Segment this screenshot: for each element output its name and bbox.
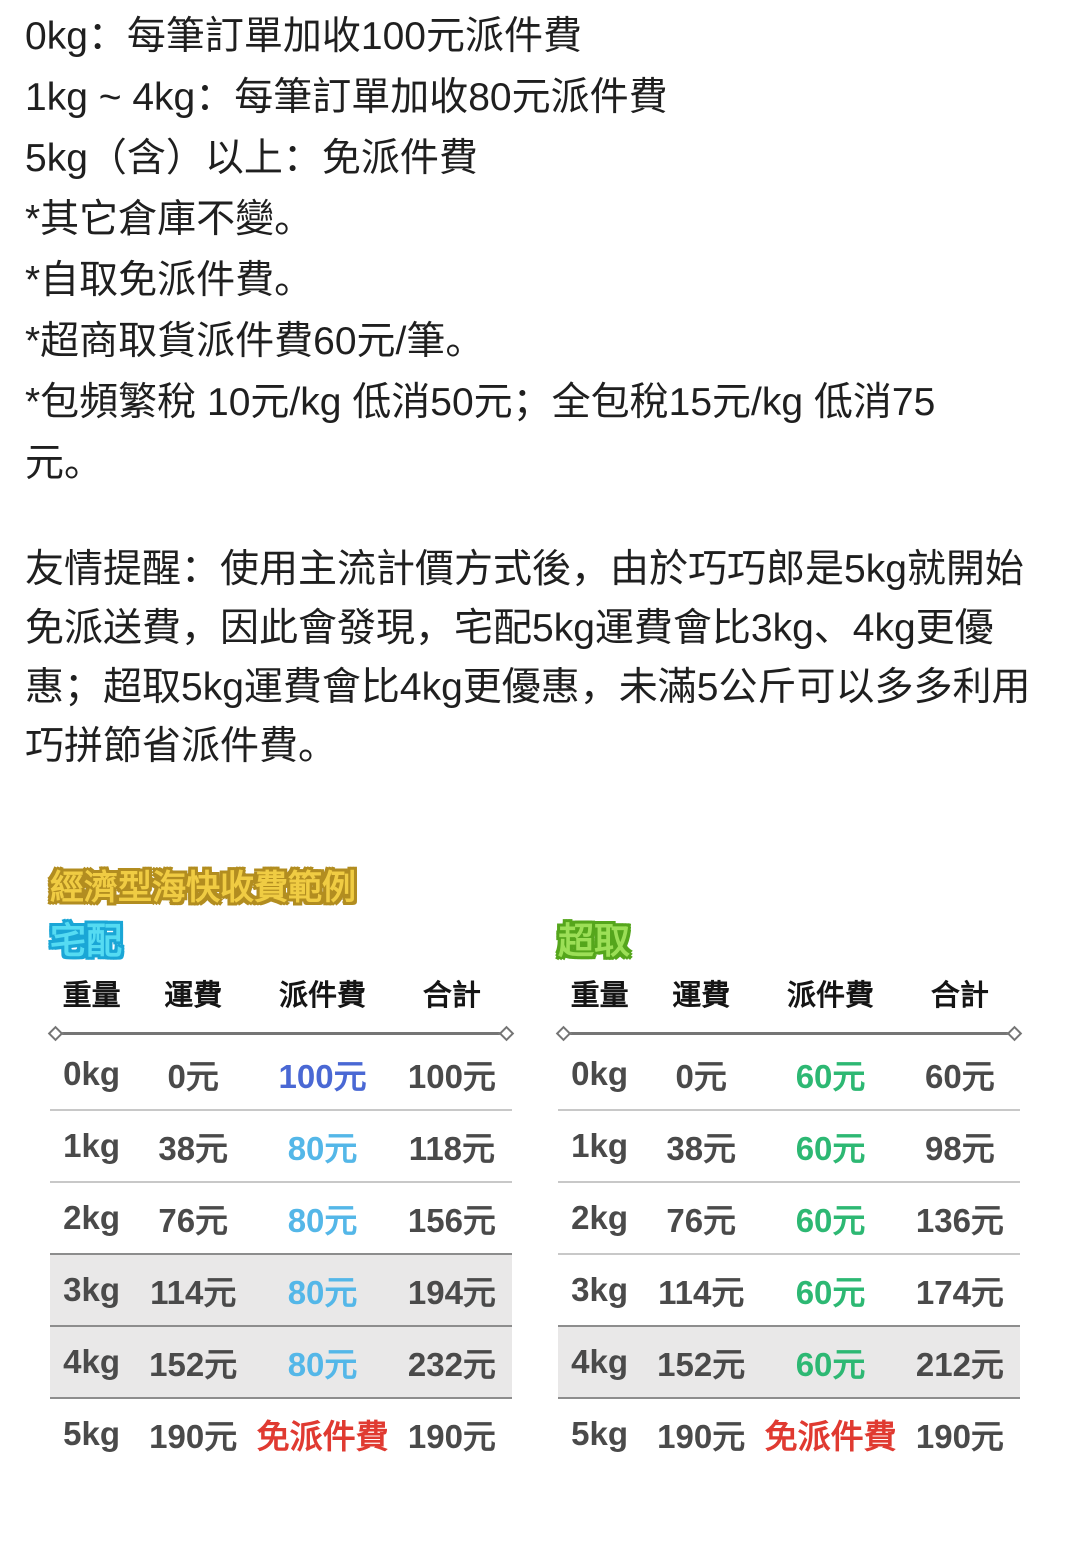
cell-weight: 3kg: [571, 1271, 629, 1308]
store-pickup-table: 超取 重量 運費 派件費 合計 0kg 0元 60元 60元 1kg 38元 6…: [555, 919, 1023, 1469]
cell-delivery-fee: 60元: [795, 1130, 866, 1167]
cell-weight: 1kg: [571, 1127, 629, 1164]
column-header-total: 合計: [422, 980, 481, 1012]
table-row: 0kg 0元 100元 100元: [50, 1039, 512, 1109]
note-line: 1kg ~ 4kg：每筆訂單加收80元派件費: [25, 76, 668, 119]
table-row-highlighted: 4kg 152元 60元 212元: [558, 1325, 1020, 1397]
table-row: 3kg 114元 60元 174元: [558, 1253, 1020, 1325]
cell-weight: 5kg: [571, 1415, 629, 1452]
friendly-reminder-paragraph: 友情提醒：使用主流計價方式後，由於巧巧郎是5kg就開始免派送費，因此會發現，宅配…: [25, 548, 1031, 768]
cell-total: 190元: [915, 1418, 1004, 1455]
home-delivery-table: 宅配 重量 運費 派件費 合計 0kg 0元 100元 100元 1kg 38元…: [47, 919, 515, 1469]
cell-shipping: 152元: [149, 1346, 238, 1383]
cell-total: 60元: [925, 1058, 995, 1095]
cell-shipping: 0元: [167, 1058, 219, 1095]
cell-total: 136元: [915, 1202, 1004, 1239]
column-header-weight: 重量: [570, 980, 629, 1012]
header-rule: [47, 1025, 515, 1041]
home-delivery-badge: 宅配: [50, 920, 123, 961]
fee-tables: 宅配 重量 運費 派件費 合計 0kg 0元 100元 100元 1kg 38元…: [47, 919, 1080, 1469]
note-line: *自取免派件費。: [25, 259, 314, 302]
header-rule: [555, 1025, 1023, 1041]
cell-weight: 2kg: [571, 1199, 629, 1236]
cell-shipping: 38元: [158, 1130, 229, 1167]
cell-total: 174元: [915, 1274, 1004, 1311]
cell-delivery-fee: 60元: [795, 1274, 866, 1311]
section-title-sea-express-example: 經濟型海快收費範例: [50, 869, 356, 907]
note-line: 5kg（含）以上：免派件費: [25, 137, 478, 180]
rule-line: [569, 1031, 1009, 1035]
cell-shipping: 152元: [657, 1346, 746, 1383]
cell-delivery-fee: 80元: [287, 1274, 358, 1311]
note-line: *其它倉庫不變。: [25, 198, 314, 241]
cell-shipping: 76元: [666, 1202, 737, 1239]
column-header-delivery-fee: 派件費: [787, 980, 875, 1012]
table-row: 2kg 76元 60元 136元: [558, 1181, 1020, 1253]
column-header-shipping: 運費: [164, 980, 223, 1012]
column-header-shipping: 運費: [672, 980, 731, 1012]
table-row: 1kg 38元 80元 118元: [50, 1109, 512, 1181]
cell-total: 194元: [407, 1274, 496, 1311]
fee-notes: 0kg：每筆訂單加收100元派件費 1kg ~ 4kg：每筆訂單加收80元派件費…: [0, 0, 965, 494]
cell-weight: 0kg: [571, 1055, 629, 1092]
cell-delivery-fee: 100元: [278, 1058, 367, 1095]
column-header-weight: 重量: [62, 980, 121, 1012]
table-row: 1kg 38元 60元 98元: [558, 1109, 1020, 1181]
cell-total: 98元: [925, 1130, 995, 1167]
cell-shipping: 190元: [657, 1418, 746, 1455]
cell-total: 232元: [407, 1346, 496, 1383]
cell-shipping: 190元: [149, 1418, 238, 1455]
cell-weight: 1kg: [63, 1127, 121, 1164]
cell-shipping: 0元: [675, 1058, 727, 1095]
note-line: *超商取貨派件費60元/筆。: [25, 320, 485, 363]
cell-weight: 4kg: [63, 1343, 121, 1380]
table-row: 5kg 190元 免派件費 190元: [558, 1397, 1020, 1469]
cell-total: 156元: [407, 1202, 496, 1239]
cell-shipping: 76元: [158, 1202, 229, 1239]
cell-shipping: 114元: [150, 1274, 237, 1311]
table-header-row: 重量 運費 派件費 合計: [50, 979, 512, 1013]
cell-delivery-fee: 80元: [287, 1202, 358, 1239]
cell-weight: 3kg: [63, 1271, 121, 1308]
cell-delivery-fee: 免派件費: [256, 1418, 389, 1455]
note-line: 0kg：每筆訂單加收100元派件費: [25, 15, 582, 58]
table-header-row: 重量 運費 派件費 合計: [558, 979, 1020, 1013]
cell-weight: 5kg: [63, 1415, 121, 1452]
cell-delivery-fee: 60元: [795, 1202, 866, 1239]
cell-delivery-fee: 60元: [795, 1058, 866, 1095]
table-row-highlighted: 4kg 152元 80元 232元: [50, 1325, 512, 1397]
cell-total: 118元: [408, 1130, 496, 1167]
cell-shipping: 114元: [658, 1274, 745, 1311]
cell-total: 212元: [915, 1346, 1004, 1383]
rule-line: [61, 1031, 501, 1035]
cell-total: 100元: [407, 1058, 496, 1095]
cell-weight: 2kg: [63, 1199, 121, 1236]
cell-delivery-fee: 80元: [287, 1130, 358, 1167]
cell-shipping: 38元: [666, 1130, 737, 1167]
cell-delivery-fee: 免派件費: [764, 1418, 897, 1455]
table-row: 2kg 76元 80元 156元: [50, 1181, 512, 1253]
column-header-delivery-fee: 派件費: [279, 980, 367, 1012]
cell-total: 190元: [407, 1418, 496, 1455]
table-row: 5kg 190元 免派件費 190元: [50, 1397, 512, 1469]
cell-weight: 4kg: [571, 1343, 629, 1380]
table-row-highlighted: 3kg 114元 80元 194元: [50, 1253, 512, 1325]
column-header-total: 合計: [930, 980, 989, 1012]
table-row: 0kg 0元 60元 60元: [558, 1039, 1020, 1109]
cell-delivery-fee: 60元: [795, 1346, 866, 1383]
cell-weight: 0kg: [63, 1055, 121, 1092]
cell-delivery-fee: 80元: [287, 1346, 358, 1383]
note-line: *包頻繁稅 10元/kg 低消50元；全包稅15元/kg 低消75元。: [25, 381, 936, 485]
store-pickup-badge: 超取: [558, 920, 631, 961]
